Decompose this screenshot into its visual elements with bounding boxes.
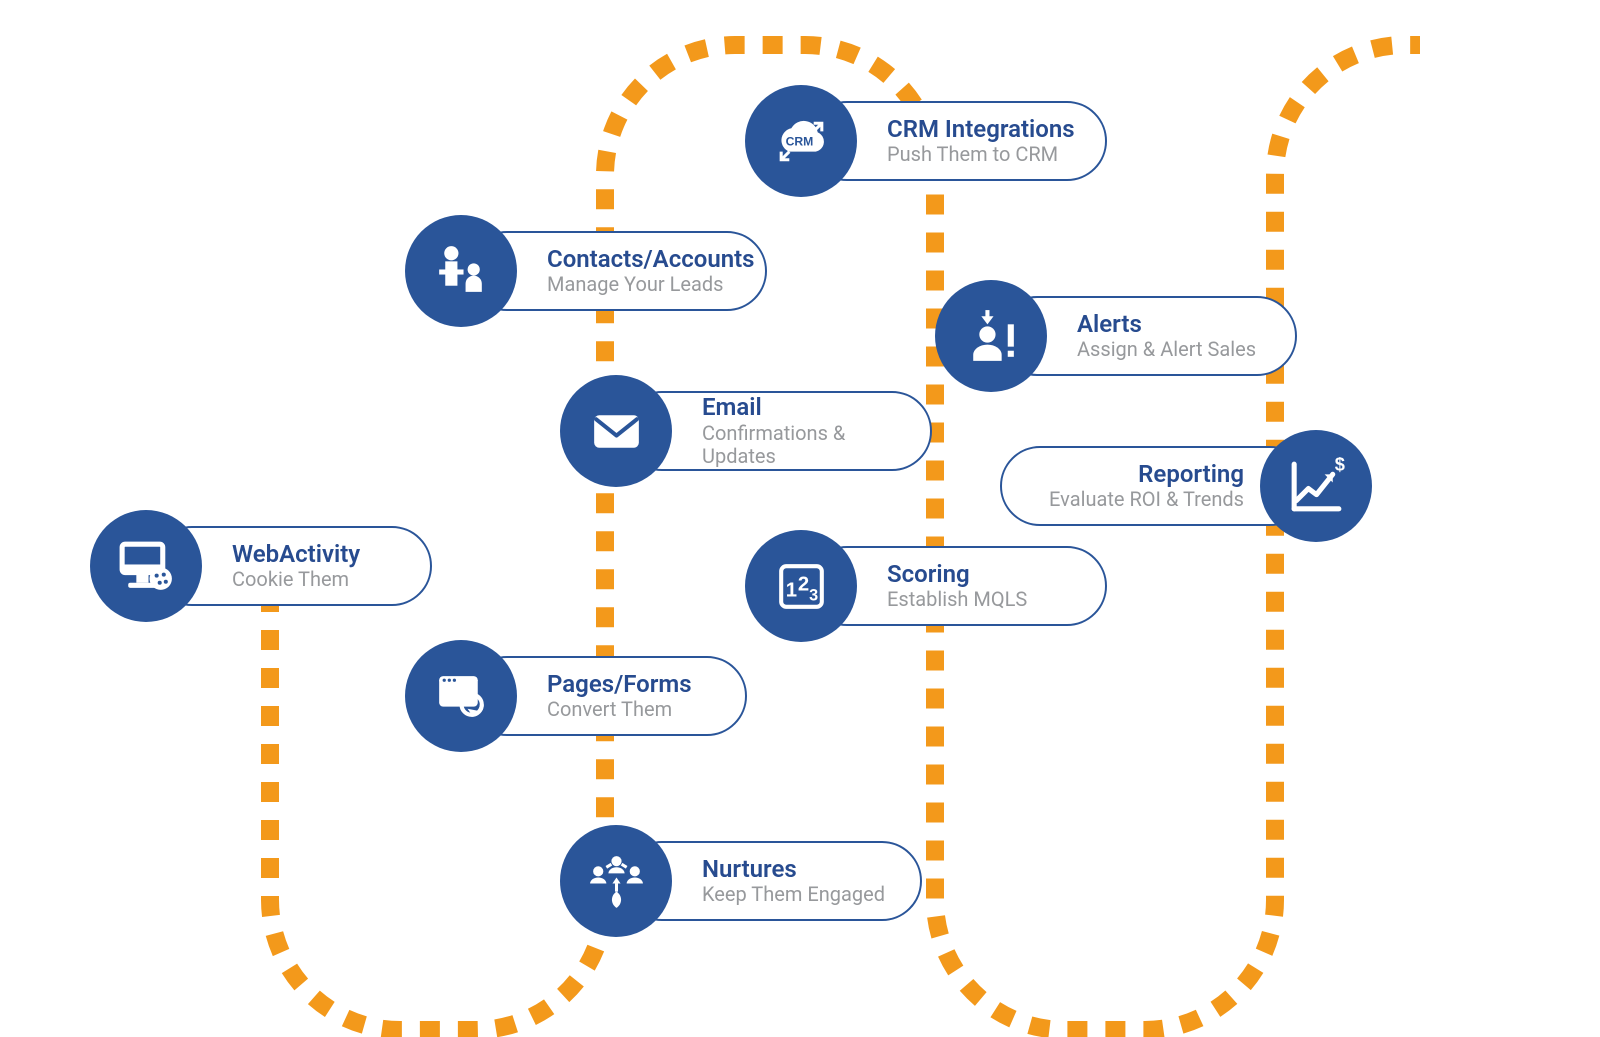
nurture-icon xyxy=(560,825,672,937)
svg-text:2: 2 xyxy=(797,573,808,595)
node-title: Scoring xyxy=(887,561,1083,589)
envelope-icon xyxy=(560,375,672,487)
node-subtitle: Confirmations & Updates xyxy=(702,422,908,468)
node-subtitle: Convert Them xyxy=(547,698,723,721)
monitor-cookie-icon xyxy=(90,510,202,622)
node-nurtures: NurturesKeep Them Engaged xyxy=(560,825,922,937)
node-subtitle: Cookie Them xyxy=(232,568,408,591)
svg-text:1: 1 xyxy=(785,579,796,601)
node-pages-forms: Pages/FormsConvert Them xyxy=(405,640,747,752)
node-web-activity: WebActivityCookie Them xyxy=(90,510,432,622)
crm-cloud-icon: CRM xyxy=(745,85,857,197)
node-subtitle: Assign & Alert Sales xyxy=(1077,338,1273,361)
node-subtitle: Push Them to CRM xyxy=(887,143,1083,166)
page-refresh-icon xyxy=(405,640,517,752)
node-title: WebActivity xyxy=(232,541,408,569)
alert-person-icon xyxy=(935,280,1047,392)
node-alerts: AlertsAssign & Alert Sales xyxy=(935,280,1297,392)
reporting-icon: $ xyxy=(1260,430,1372,542)
node-title: Email xyxy=(702,394,908,422)
node-scoring: 1 2 3 ScoringEstablish MQLS xyxy=(745,530,1107,642)
node-crm: CRM CRM IntegrationsPush Them to CRM xyxy=(745,85,1107,197)
scoring-icon: 1 2 3 xyxy=(745,530,857,642)
node-subtitle: Keep Them Engaged xyxy=(702,883,898,906)
node-subtitle: Evaluate ROI & Trends xyxy=(1049,488,1244,511)
people-icon xyxy=(405,215,517,327)
node-title: Pages/Forms xyxy=(547,671,723,699)
node-contacts: Contacts/AccountsManage Your Leads xyxy=(405,215,767,327)
node-email: EmailConfirmations & Updates xyxy=(560,375,932,487)
node-title: Alerts xyxy=(1077,311,1273,339)
node-title: Reporting xyxy=(1138,461,1244,489)
node-title: Contacts/Accounts xyxy=(547,246,743,274)
svg-text:$: $ xyxy=(1334,454,1344,474)
node-reporting: ReportingEvaluate ROI & Trends $ xyxy=(1000,430,1372,542)
node-subtitle: Manage Your Leads xyxy=(547,273,743,296)
node-title: Nurtures xyxy=(702,856,898,884)
svg-text:CRM: CRM xyxy=(785,134,813,148)
node-title: CRM Integrations xyxy=(887,116,1083,144)
node-subtitle: Establish MQLS xyxy=(887,588,1083,611)
svg-text:3: 3 xyxy=(809,586,818,604)
